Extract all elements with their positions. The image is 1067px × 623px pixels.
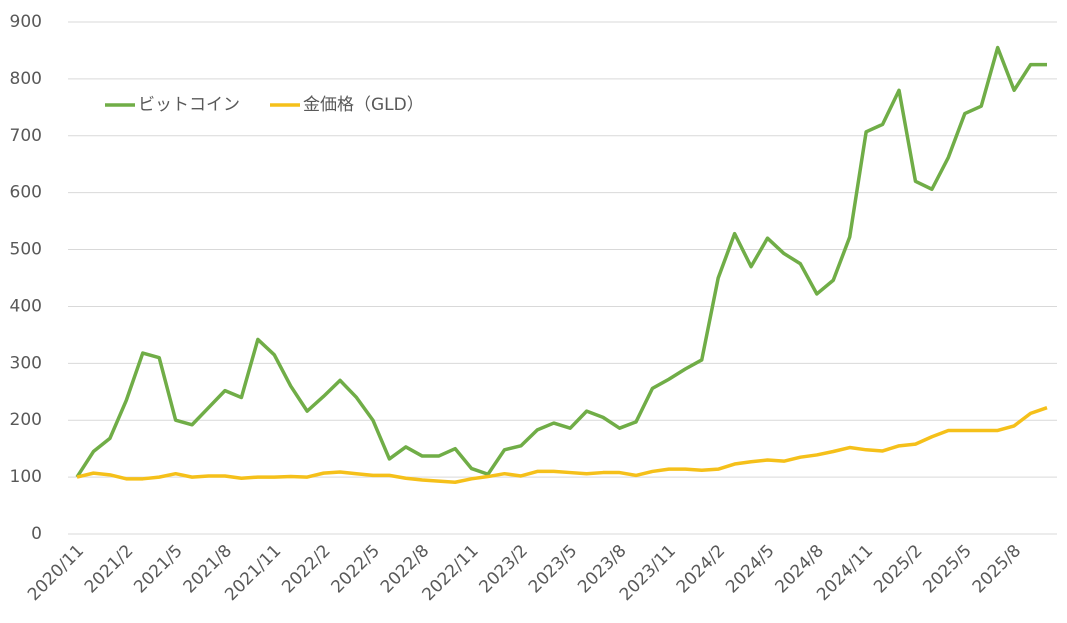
x-tick-label: 2024/2 [673, 541, 729, 597]
x-tick-label: 2023/5 [525, 541, 581, 597]
x-tick-label: 2025/2 [870, 541, 926, 597]
x-tick-label: 2021/2 [81, 541, 137, 597]
x-tick-label: 2022/2 [278, 541, 334, 597]
y-tick-label: 800 [10, 69, 42, 89]
y-tick-label: 400 [10, 296, 42, 316]
legend-label: 金価格（GLD） [303, 95, 424, 115]
x-tick-label: 2025/5 [919, 541, 975, 597]
data-line [76, 406, 1048, 484]
y-tick-label: 700 [10, 126, 42, 146]
y-tick-label: 200 [10, 410, 42, 430]
data-line [75, 45, 1047, 479]
x-tick-label: 2021/5 [130, 541, 186, 597]
y-tick-label: 100 [10, 467, 42, 487]
x-tick-label: 2020/11 [24, 541, 88, 605]
x-tick-label: 2024/5 [722, 541, 778, 597]
x-tick-label: 2023/2 [476, 541, 532, 597]
legend-label: ビットコイン [138, 95, 240, 115]
y-tick-label: 300 [10, 353, 42, 373]
y-tick-label: 500 [10, 240, 42, 260]
y-tick-label: 0 [31, 524, 42, 544]
y-tick-label: 600 [10, 183, 42, 203]
y-tick-label: 900 [10, 12, 42, 32]
x-tick-label: 2025/8 [969, 541, 1025, 597]
x-tick-label: 2022/5 [328, 541, 384, 597]
